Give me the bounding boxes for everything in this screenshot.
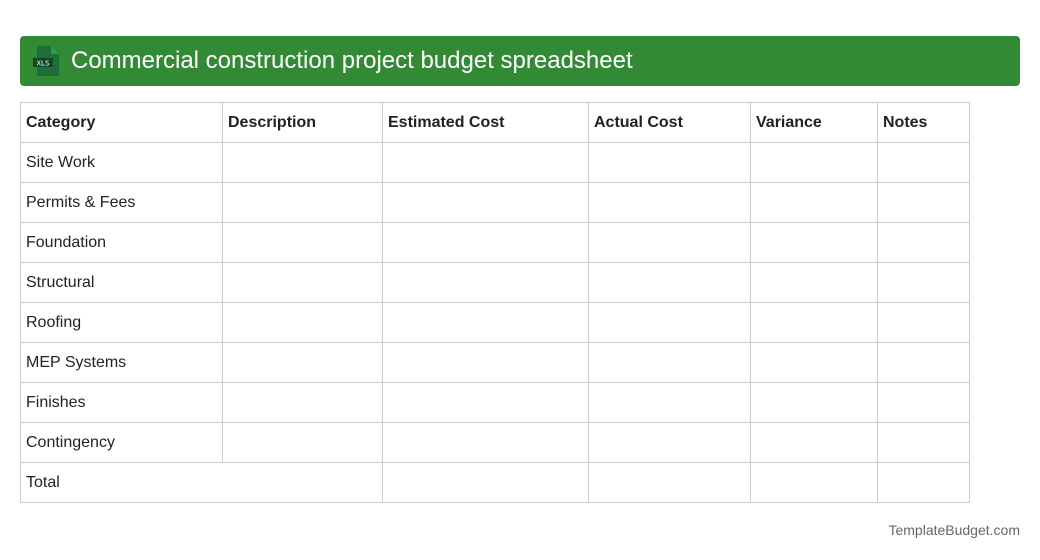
cell[interactable] [877,382,970,423]
total-cell[interactable] [382,462,589,503]
category-cell[interactable]: Finishes [20,382,223,423]
cell[interactable] [222,182,383,223]
cell[interactable] [588,302,751,343]
svg-text:XLS: XLS [37,60,50,68]
cell[interactable] [222,262,383,303]
title-banner: XLS Commercial construction project budg… [20,36,1020,86]
cell[interactable] [222,382,383,423]
table-row: MEP Systems [20,342,970,383]
column-header: Notes [877,102,970,143]
cell[interactable] [877,222,970,263]
cell[interactable] [750,182,878,223]
cell[interactable] [750,142,878,183]
category-cell[interactable]: MEP Systems [20,342,223,383]
column-header: Estimated Cost [382,102,589,143]
table-row: Structural [20,262,970,303]
table-row: Site Work [20,142,970,183]
total-cell[interactable] [588,462,751,503]
category-cell[interactable]: Contingency [20,422,223,463]
cell[interactable] [588,422,751,463]
category-cell[interactable]: Roofing [20,302,223,343]
cell[interactable] [750,222,878,263]
category-cell[interactable]: Structural [20,262,223,303]
cell[interactable] [222,302,383,343]
budget-table: Category Description Estimated Cost Actual … [20,102,970,503]
cell[interactable] [750,382,878,423]
category-cell[interactable]: Foundation [20,222,223,263]
cell[interactable] [382,382,589,423]
header-row: Category Description Estimated Cost Actual … [20,102,970,143]
cell[interactable] [382,222,589,263]
cell[interactable] [877,302,970,343]
column-header: Description [222,102,383,143]
column-header: Actual Cost [588,102,751,143]
cell[interactable] [750,262,878,303]
total-row: Total [20,462,970,503]
cell[interactable] [382,342,589,383]
cell[interactable] [588,342,751,383]
total-label: Total [20,462,383,503]
cell[interactable] [382,262,589,303]
column-header: Variance [750,102,878,143]
table-row: Roofing [20,302,970,343]
total-cell[interactable] [877,462,970,503]
cell[interactable] [382,302,589,343]
cell[interactable] [222,142,383,183]
cell[interactable] [877,142,970,183]
cell[interactable] [750,302,878,343]
cell[interactable] [877,262,970,303]
cell[interactable] [750,422,878,463]
cell[interactable] [588,182,751,223]
cell[interactable] [877,422,970,463]
category-cell[interactable]: Site Work [20,142,223,183]
cell[interactable] [222,422,383,463]
cell[interactable] [588,222,751,263]
table-row: Finishes [20,382,970,423]
cell[interactable] [222,342,383,383]
cell[interactable] [877,342,970,383]
table-row: Foundation [20,222,970,263]
footer-brand[interactable]: TemplateBudget.com [888,522,1020,538]
page-title: Commercial construction project budget s… [71,47,633,74]
xls-file-icon: XLS [33,46,59,76]
category-cell[interactable]: Permits & Fees [20,182,223,223]
cell[interactable] [588,382,751,423]
cell[interactable] [588,142,751,183]
table-row: Permits & Fees [20,182,970,223]
table-row: Contingency [20,422,970,463]
cell[interactable] [877,182,970,223]
cell[interactable] [588,262,751,303]
cell[interactable] [750,342,878,383]
total-cell[interactable] [750,462,878,503]
cell[interactable] [382,142,589,183]
cell[interactable] [222,222,383,263]
cell[interactable] [382,182,589,223]
cell[interactable] [382,422,589,463]
column-header: Category [20,102,223,143]
